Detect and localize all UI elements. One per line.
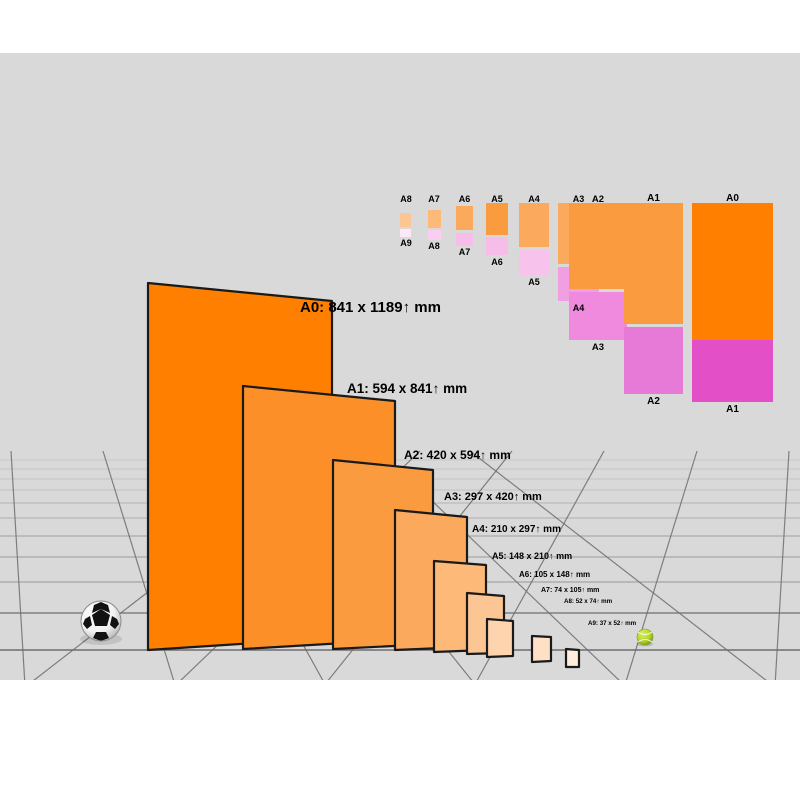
arrow-up-icon-a2: ↑ bbox=[480, 448, 487, 462]
unit-a0: mm bbox=[414, 299, 441, 316]
tennis-ball-prop bbox=[636, 628, 654, 647]
unit-a5: mm bbox=[556, 551, 573, 561]
scene-canvas: A8 A9 A7 A8 A6 A7 A5 A6 A4 A5 A3 A4 A2 A… bbox=[0, 53, 800, 680]
dimension-text-a2: A2: 420 x 594 bbox=[404, 448, 481, 462]
dimension-label-a5: A5: 148 x 210↑ mm bbox=[492, 552, 572, 561]
dimension-label-a3: A3: 297 x 420↑ mm bbox=[444, 492, 542, 503]
dimension-label-a8: A8: 52 x 74↑ mm bbox=[564, 598, 613, 605]
legend-label-a8: A8 bbox=[428, 241, 440, 251]
unit-a4: mm bbox=[543, 524, 561, 535]
legend-label-a3: A3 bbox=[591, 342, 605, 353]
dimension-text-a5: A5: 148 x 210 bbox=[492, 551, 550, 561]
dimension-text-a8: A8: 52 x 74 bbox=[564, 598, 597, 605]
legend-col-a2[interactable] bbox=[569, 203, 627, 340]
dimension-text-a1: A1: 594 x 841 bbox=[347, 381, 433, 396]
dimension-label-a4: A4: 210 x 297↑ mm bbox=[472, 525, 561, 535]
legend-label-a6-top: A6 bbox=[458, 194, 471, 204]
legend-label-a5: A5 bbox=[528, 277, 540, 287]
legend-a0-half[interactable] bbox=[692, 340, 773, 402]
legend-label-a4-top: A4 bbox=[528, 194, 540, 204]
scene-props bbox=[80, 600, 654, 647]
legend-label-a1: A1 bbox=[726, 404, 739, 415]
legend-col-a7[interactable] bbox=[428, 210, 441, 240]
legend-label-a9: A9 bbox=[400, 238, 412, 248]
legend-label-a0-top: A0 bbox=[726, 193, 739, 204]
unit-a6: mm bbox=[575, 570, 591, 579]
legend-col-a0[interactable] bbox=[692, 203, 773, 343]
dimension-label-a0: A0: 841 x 1189↑ mm bbox=[300, 300, 441, 315]
legend-col-a5[interactable] bbox=[486, 203, 508, 255]
sheet-a7[interactable] bbox=[530, 634, 553, 664]
dimension-label-a9: A9: 37 x 52↑ mm bbox=[588, 620, 637, 627]
legend-col-a8[interactable] bbox=[400, 213, 411, 237]
dimension-text-a0: A0: 841 x 1189 bbox=[300, 299, 403, 316]
legend-label-a1-top: A1 bbox=[647, 193, 660, 204]
dimension-text-a7: A7: 74 x 105 bbox=[541, 587, 582, 594]
dimension-label-a7: A7: 74 x 105↑ mm bbox=[541, 587, 599, 594]
dimension-label-a1: A1: 594 x 841↑ mm bbox=[347, 382, 467, 396]
legend-label-a2: A2 bbox=[647, 396, 660, 407]
dimension-text-a6: A6: 105 x 148 bbox=[519, 570, 570, 579]
legend-label-a4: A4 bbox=[572, 303, 585, 313]
tennis-ball-icon bbox=[636, 628, 654, 646]
arrow-up-icon-a8: ↑ bbox=[596, 598, 600, 605]
arrow-up-icon-a3: ↑ bbox=[513, 491, 520, 503]
arrow-up-icon-a4: ↑ bbox=[535, 524, 541, 535]
unit-a8: mm bbox=[601, 598, 613, 605]
dimension-text-a3: A3: 297 x 420 bbox=[444, 491, 514, 503]
arrow-up-icon-a6: ↑ bbox=[569, 570, 574, 579]
legend-col-a1[interactable] bbox=[624, 203, 683, 394]
dimension-text-a4: A4: 210 x 297 bbox=[472, 524, 536, 535]
unit-a2: mm bbox=[489, 448, 511, 462]
sheet-a8[interactable] bbox=[564, 647, 581, 669]
arrow-up-icon-a9: ↑ bbox=[620, 620, 624, 627]
legend-label-a7-top: A7 bbox=[428, 194, 440, 204]
arrow-up-icon-a7: ↑ bbox=[581, 587, 585, 594]
legend-label-a6: A6 bbox=[491, 257, 503, 267]
legend-label-a8-top: A8 bbox=[400, 194, 412, 204]
arrow-up-icon-a5: ↑ bbox=[549, 551, 554, 561]
legend-label-a5-top: A5 bbox=[491, 194, 503, 204]
unit-a9: mm bbox=[625, 620, 637, 627]
sheet-a6[interactable] bbox=[485, 617, 515, 659]
dimension-text-a9: A9: 37 x 52 bbox=[588, 620, 621, 627]
unit-a1: mm bbox=[443, 381, 468, 396]
legend-label-a2-top: A2 bbox=[591, 194, 605, 205]
unit-a3: mm bbox=[522, 491, 542, 503]
perspective-sheet-stack bbox=[146, 281, 581, 669]
legend-label-a7: A7 bbox=[458, 247, 471, 257]
legend-col-a4[interactable] bbox=[519, 203, 549, 275]
arrow-up-icon-a0: ↑ bbox=[402, 299, 411, 316]
legend-label-a3-top: A3 bbox=[572, 194, 585, 204]
soccer-ball-prop bbox=[80, 600, 122, 645]
arrow-up-icon-a1: ↑ bbox=[432, 381, 440, 396]
dimension-label-a2: A2: 420 x 594↑ mm bbox=[404, 449, 511, 461]
halving-legend bbox=[400, 203, 773, 402]
dimension-label-a6: A6: 105 x 148↑ mm bbox=[519, 571, 590, 579]
unit-a7: mm bbox=[586, 587, 600, 594]
legend-col-a6[interactable] bbox=[456, 206, 473, 246]
